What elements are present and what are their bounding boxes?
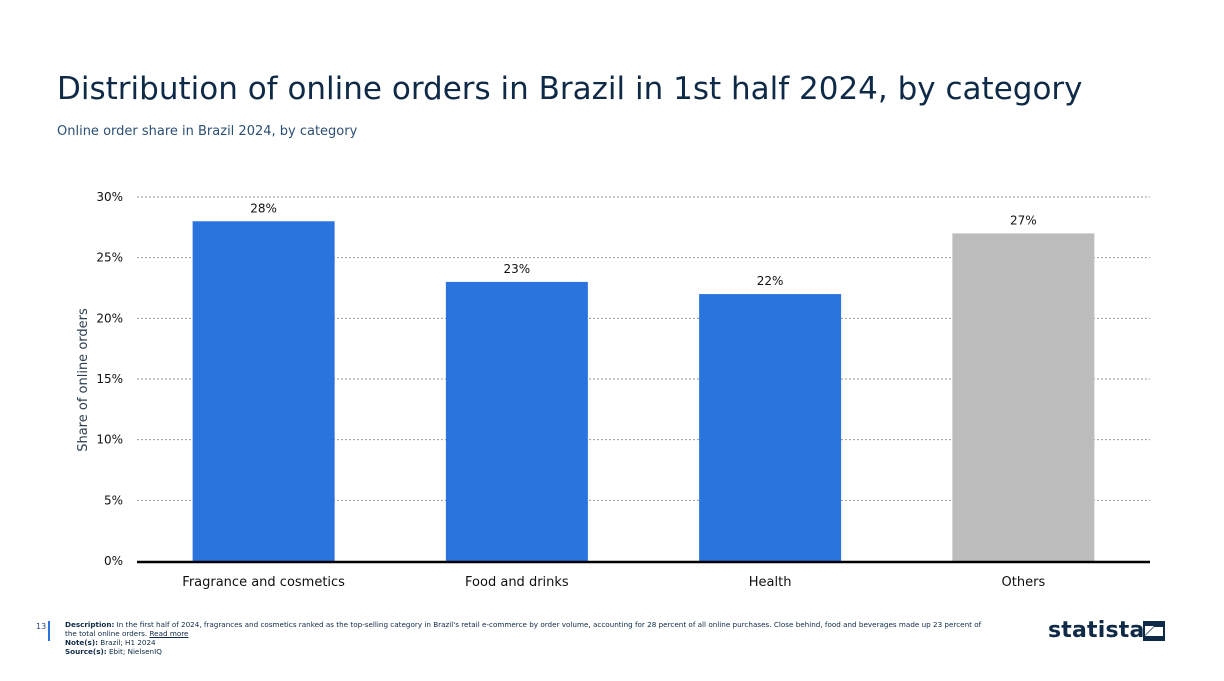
description-line: Description: In the first half of 2024, … — [65, 620, 995, 638]
read-more-link[interactable]: Read more — [149, 629, 189, 638]
y-tick-label: 25% — [96, 251, 123, 265]
bar-value-label: 23% — [504, 262, 531, 276]
footer-text: Description: In the first half of 2024, … — [65, 620, 995, 656]
notes-line: Note(s): Brazil; H1 2024 — [65, 638, 995, 647]
notes-text: Brazil; H1 2024 — [100, 638, 156, 647]
bar-others — [952, 233, 1095, 561]
bar-value-label: 28% — [250, 201, 277, 215]
statista-logo: statista — [1048, 618, 1166, 645]
y-tick-label: 20% — [96, 311, 123, 325]
page-number: 13 — [36, 622, 47, 631]
x-category-label: Food and drinks — [465, 575, 569, 590]
sources-label: Source(s): — [65, 647, 107, 656]
bar-value-label: 22% — [757, 274, 784, 288]
y-axis-label: Share of online orders — [76, 308, 91, 452]
bar-food-and-drinks — [445, 281, 588, 561]
logo-text: statista — [1048, 618, 1145, 643]
bar-health — [699, 294, 842, 561]
description-text: In the first half of 2024, fragrances an… — [65, 620, 982, 638]
x-category-label: Fragrance and cosmetics — [182, 575, 345, 590]
footer-accent-bar — [48, 621, 50, 641]
axes: 0% 5% 10% 15% 20% 25% 30% Fragrance and cosmeti… — [96, 190, 1150, 590]
y-tick-label: 15% — [96, 372, 123, 386]
page-title: Distribution of online orders in Brazil … — [57, 71, 1083, 107]
sources-line: Source(s): Ebit; NielsenIQ — [65, 647, 995, 656]
y-tick-label: 30% — [96, 190, 123, 204]
notes-label: Note(s): — [65, 638, 98, 647]
value-labels: 28% 23% 22% 27% — [250, 201, 1036, 288]
bars — [192, 221, 1095, 561]
bar-fragrance-and-cosmetics — [192, 221, 335, 561]
y-tick-label: 10% — [96, 433, 123, 447]
x-category-label: Health — [749, 575, 792, 590]
logo-mark-icon — [1143, 621, 1165, 641]
page-subtitle: Online order share in Brazil 2024, by ca… — [57, 124, 358, 139]
x-category-label: Others — [1002, 575, 1046, 590]
sources-text: Ebit; NielsenIQ — [108, 647, 162, 656]
bar-value-label: 27% — [1010, 213, 1037, 227]
description-label: Description: — [65, 620, 115, 629]
y-tick-label: 0% — [104, 554, 123, 568]
footer: 13 Description: In the first half of 202… — [36, 620, 1216, 665]
y-tick-label: 5% — [104, 493, 123, 507]
